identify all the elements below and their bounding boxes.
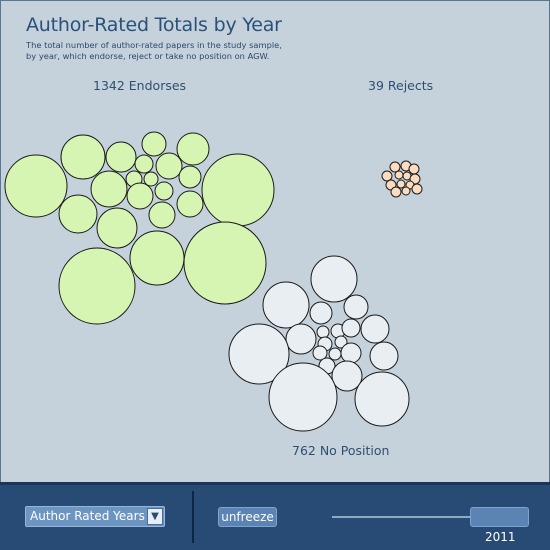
no-position-bubble[interactable] <box>334 335 348 349</box>
no-position-label: 762 No Position <box>292 443 390 458</box>
reject-bubble[interactable] <box>411 183 423 195</box>
endorse-bubble[interactable] <box>201 153 275 227</box>
endorse-bubble[interactable] <box>148 201 176 229</box>
no-position-bubble[interactable] <box>228 323 290 385</box>
view-dropdown[interactable]: Author Rated Years ▼ <box>25 506 165 527</box>
no-position-bubble[interactable] <box>285 323 317 355</box>
endorse-bubble[interactable] <box>60 134 106 180</box>
no-position-bubble[interactable] <box>369 341 399 371</box>
endorse-bubble[interactable] <box>126 182 154 210</box>
no-position-bubble[interactable] <box>262 281 310 329</box>
endorse-bubble[interactable] <box>176 190 204 218</box>
unfreeze-button[interactable]: unfreeze <box>218 507 277 527</box>
endorse-bubble[interactable] <box>58 194 98 234</box>
reject-bubble[interactable] <box>381 170 393 182</box>
no-position-bubble[interactable] <box>331 360 363 392</box>
no-position-cluster <box>228 255 410 432</box>
endorse-label: 1342 Endorses <box>93 78 187 93</box>
endorse-bubble[interactable] <box>105 141 137 173</box>
no-position-bubble[interactable] <box>309 301 333 325</box>
no-position-bubble[interactable] <box>268 362 338 432</box>
subtitle-line-2: by year, which endorse, reject or take n… <box>26 51 270 61</box>
endorse-bubble[interactable] <box>143 171 159 187</box>
visualization-area: Author-Rated Totals by Year The total nu… <box>0 0 550 482</box>
no-position-bubble[interactable] <box>354 371 410 427</box>
reject-cluster <box>381 160 423 198</box>
reject-bubble[interactable] <box>394 170 404 180</box>
reject-bubble[interactable] <box>389 161 401 173</box>
bubble-clusters <box>4 131 423 432</box>
endorse-bubble[interactable] <box>134 154 154 174</box>
endorse-bubble[interactable] <box>96 207 138 249</box>
no-position-bubble[interactable] <box>340 342 362 364</box>
page-title: Author-Rated Totals by Year <box>26 14 282 36</box>
no-position-bubble[interactable] <box>328 347 342 361</box>
endorse-bubble[interactable] <box>90 170 128 208</box>
toolbar-divider <box>192 491 194 543</box>
reject-bubble[interactable] <box>396 179 406 189</box>
endorse-bubble[interactable] <box>154 181 174 201</box>
reject-bubble[interactable] <box>390 186 402 198</box>
endorse-bubble[interactable] <box>4 154 68 218</box>
chevron-down-icon[interactable]: ▼ <box>147 508 163 525</box>
reject-bubble[interactable] <box>401 186 411 196</box>
reject-bubble[interactable] <box>408 163 420 175</box>
no-position-bubble[interactable] <box>341 318 361 338</box>
no-position-bubble[interactable] <box>316 325 330 339</box>
endorse-cluster <box>4 131 275 325</box>
year-readout: 2011 <box>485 530 516 544</box>
no-position-bubble[interactable] <box>343 294 369 320</box>
no-position-bubble[interactable] <box>312 345 328 361</box>
toolbar: Author Rated Years ▼ unfreeze 2011 <box>0 482 550 550</box>
subtitle-line-1: The total number of author-rated papers … <box>26 40 282 50</box>
view-dropdown-value: Author Rated Years <box>30 509 145 523</box>
reject-label: 39 Rejects <box>368 78 434 93</box>
page-subtitle: The total number of author-rated papers … <box>26 40 282 62</box>
endorse-bubble[interactable] <box>58 247 136 325</box>
endorse-bubble[interactable] <box>141 131 167 157</box>
endorse-bubble[interactable] <box>129 230 185 286</box>
no-position-bubble[interactable] <box>360 314 390 344</box>
no-position-bubble[interactable] <box>310 255 358 303</box>
endorse-bubble[interactable] <box>155 152 183 180</box>
year-slider-track[interactable] <box>332 516 528 518</box>
endorse-bubble[interactable] <box>178 165 202 189</box>
endorse-bubble[interactable] <box>176 132 210 166</box>
year-slider-thumb[interactable] <box>470 507 529 527</box>
endorse-bubble[interactable] <box>183 221 267 305</box>
